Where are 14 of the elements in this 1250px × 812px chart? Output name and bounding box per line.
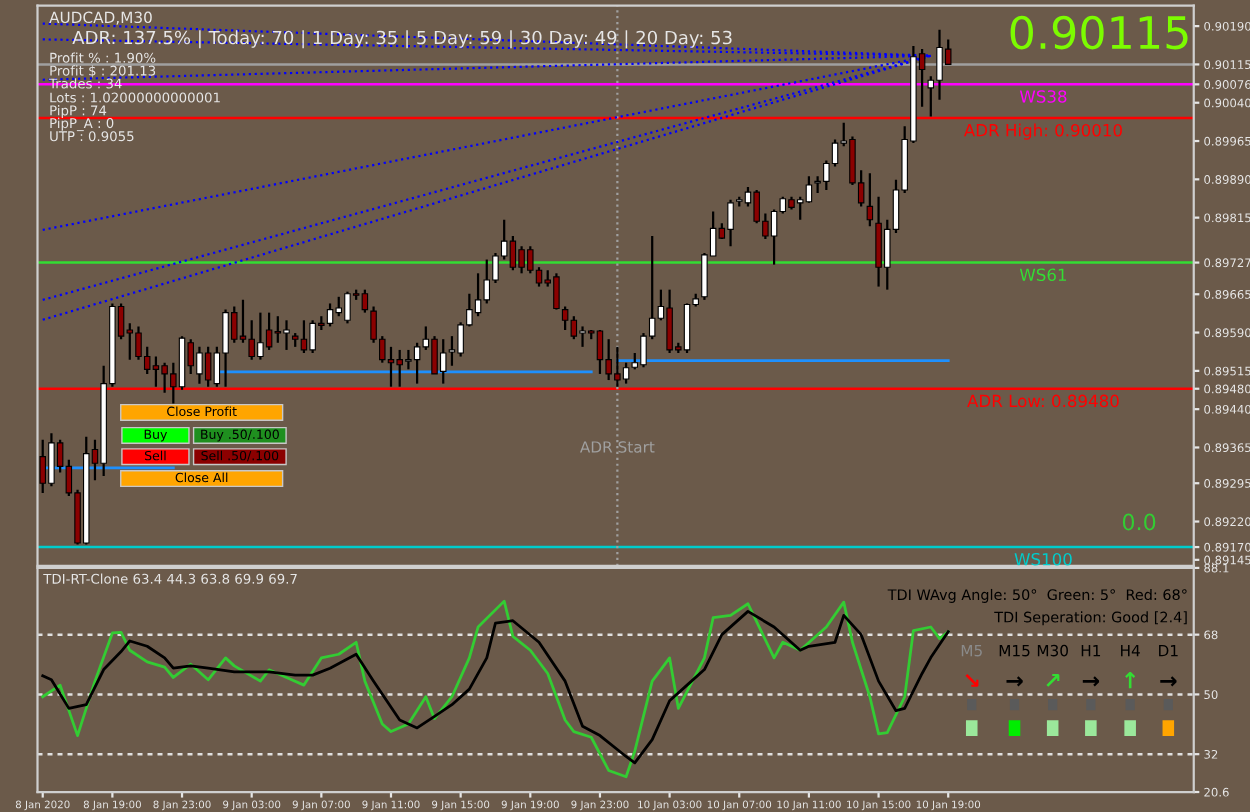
annotation: ↗	[1046, 673, 1060, 687]
ref-line-label: WS100	[1014, 552, 1072, 566]
ref-line-label: WS61	[1019, 268, 1067, 282]
annotation: 0.90115	[1010, 15, 1188, 50]
annotation: →	[1006, 676, 1023, 687]
annotation: 0.0	[1122, 513, 1156, 531]
ref-line-label: ADR High: 0.90010	[963, 123, 1122, 140]
annotation: ADR: 137.5% | Today: 70 | 1 Day: 35 | 5 Day: 59 | 30 Day: 49 | 20 Day: 53	[72, 30, 732, 49]
ref-line-label: ADR Low: 0.89480	[967, 394, 1119, 408]
annotation: ↘	[965, 673, 979, 687]
annotation: ↑	[1125, 672, 1136, 689]
ref-line-label: WS38	[1019, 90, 1067, 103]
annotation: →	[1082, 676, 1100, 687]
annotation: →	[1160, 676, 1177, 687]
